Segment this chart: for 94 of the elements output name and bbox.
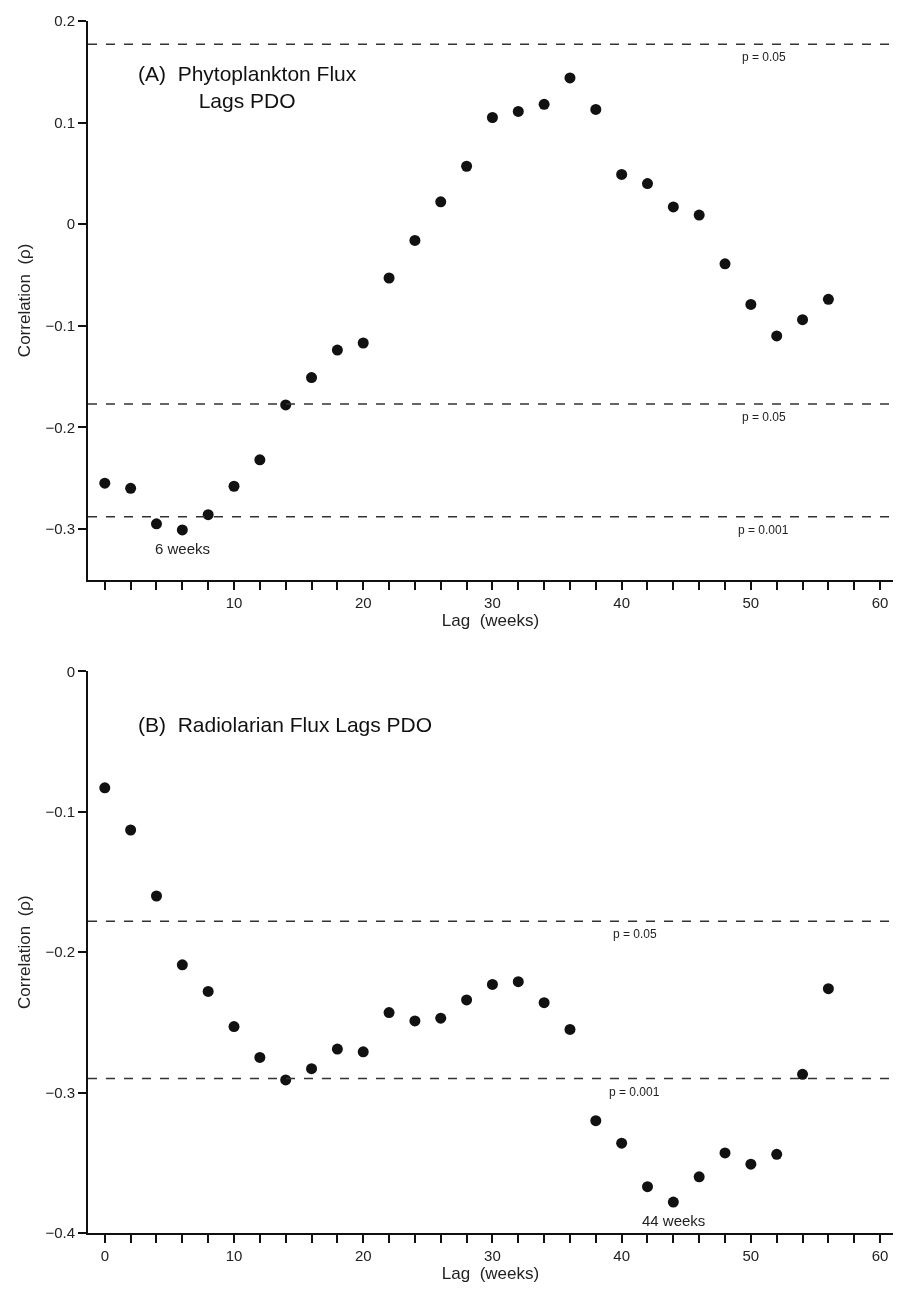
point [667,1196,679,1208]
x-axis-title: Lag (weeks) [441,1264,540,1283]
point [202,985,214,997]
point [228,480,240,492]
point [435,196,447,208]
point [99,782,111,794]
point [176,524,188,536]
x-tick-label: 60 [871,1247,889,1264]
point [383,272,395,284]
x-tick-label: 60 [871,593,889,611]
point [667,201,679,213]
point [435,1012,447,1024]
point [822,983,834,995]
y-tick-label: −0.1 [45,802,75,820]
x-tick-label: 10 [225,593,243,611]
y-tick-label: 0.1 [54,113,75,131]
x-tick-label: 40 [613,1247,630,1264]
point [719,1147,731,1159]
x-tick-label: 10 [225,1247,243,1264]
point [797,1068,809,1080]
point [693,209,705,221]
point [357,1046,369,1058]
x-tick-label: 30 [484,593,501,611]
point [641,178,653,190]
y-axis-title: Correlation (ρ) [15,243,35,358]
point [771,330,783,342]
point [461,994,473,1006]
x-tick-label: 0 [100,1247,109,1264]
point [564,72,576,84]
x-tick-label: 50 [742,1247,760,1264]
point [745,298,757,310]
point [99,477,111,489]
annotation: 6 weeks [155,540,211,557]
point [306,1063,318,1075]
y-tick-label: −0.4 [45,1224,75,1242]
point [745,1158,757,1170]
y-tick-label: −0.3 [45,1083,75,1101]
point [616,168,628,180]
y-tick-label: −0.2 [45,943,75,961]
point [538,98,550,110]
y-tick-label: 0.2 [54,12,75,30]
point [590,103,602,115]
text: (A) Phytoplankton Flux Lags PDO [138,62,357,113]
x-tick-label: 20 [354,593,372,611]
point [409,1015,421,1027]
annotation: p = 0.05 [742,410,787,424]
text: (B) Radiolarian Flux Lags PDO [138,713,433,736]
point [771,1148,783,1160]
y-tick-label: −0.3 [45,520,75,538]
y-tick-label: 0 [66,215,75,233]
point [331,1043,343,1055]
annotation: p = 0.001 [738,523,789,537]
point [616,1137,628,1149]
point [228,1021,240,1033]
x-tick-label: 50 [742,593,760,611]
y-tick-label: −0.1 [45,316,75,334]
point [409,234,421,246]
point [486,978,498,990]
point [797,314,809,326]
point [150,890,162,902]
point [641,1181,653,1193]
annotation: p = 0.001 [609,1085,660,1099]
x-axis-title: Lag (weeks) [441,610,540,630]
point [538,997,550,1009]
point [461,160,473,172]
point [564,1023,576,1035]
annotation: p = 0.05 [742,50,787,64]
point [590,1115,602,1127]
point [254,1051,266,1063]
annotation: p = 0.05 [613,927,658,941]
x-tick-label: 20 [354,1247,372,1264]
point [125,824,137,836]
point [822,293,834,305]
x-tick-label: 30 [484,1247,501,1264]
point [306,372,318,384]
point [280,1074,292,1086]
x-tick-label: 40 [613,593,630,611]
point [719,258,731,270]
point [254,454,266,466]
point [512,105,524,117]
point [383,1007,395,1019]
y-tick-label: 0 [66,662,75,680]
y-axis-title: Correlation (ρ) [15,895,35,1009]
point [202,509,214,521]
point [331,344,343,356]
point [150,518,162,530]
point [486,112,498,123]
annotation: 44 weeks [642,1212,706,1229]
point [357,337,369,349]
point [176,959,188,971]
y-tick-label: −0.2 [45,418,75,436]
point [125,482,137,494]
point [512,976,524,988]
point [693,1171,705,1183]
